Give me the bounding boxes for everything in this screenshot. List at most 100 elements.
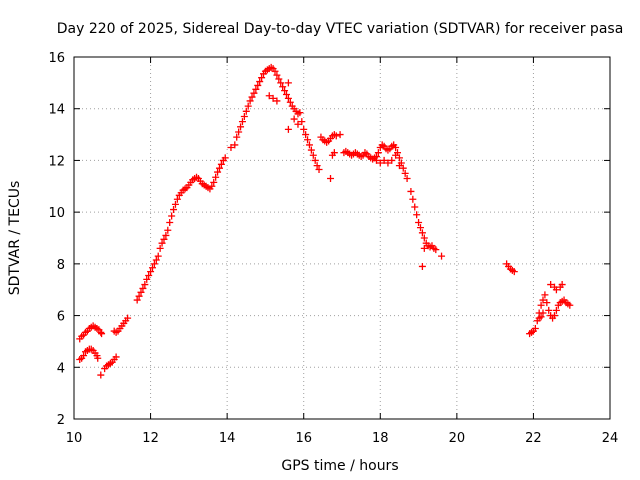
data-point [97,371,105,379]
data-point [415,218,423,226]
data-point [545,306,553,314]
data-point [284,125,292,133]
data-point [152,256,160,264]
data-point [156,244,164,252]
chart-title: Day 220 of 2025, Sidereal Day-to-day VTE… [57,21,624,37]
data-point [250,89,258,97]
data-point [273,97,281,105]
x-tick-label: 22 [525,431,542,446]
data-point [94,354,102,362]
data-point [137,288,145,296]
data-point [558,281,566,289]
data-point [330,149,338,157]
data-point [124,314,132,322]
data-point [215,164,223,172]
data-point [98,330,106,338]
data-point [139,284,147,292]
data-point [547,281,555,289]
data-point [279,83,287,91]
x-tick-label: 24 [602,431,619,446]
data-point [401,169,409,177]
data-point [233,133,241,141]
data-point [164,226,172,234]
data-point [147,268,155,276]
data-point [307,146,315,154]
y-tick-label: 6 [57,310,65,325]
x-tick-label: 14 [219,431,236,446]
data-point [332,132,340,140]
data-point [256,78,264,86]
y-tick-label: 8 [57,258,65,273]
data-point [392,151,400,159]
data-point [217,160,225,168]
plot-area-frame [73,56,611,420]
data-point [286,98,294,106]
data-point [145,271,153,279]
data-point [282,90,290,98]
data-point [208,182,216,190]
data-point [170,206,178,214]
x-tick-label: 12 [142,431,159,446]
data-point [237,123,245,131]
data-point [212,173,220,181]
data-point [277,79,285,87]
data-point [395,162,403,170]
data-point [411,203,419,211]
data-point [150,260,158,268]
data-point [133,296,141,304]
data-point [171,200,179,208]
data-point [214,168,222,176]
data-points [76,63,574,379]
data-point [80,352,88,360]
data-point [566,301,574,309]
data-point [141,281,149,289]
data-point [418,262,426,270]
y-tick-label: 4 [57,361,65,376]
x-tick-label: 18 [372,431,389,446]
data-point [539,296,547,304]
data-point [246,97,254,105]
data-point [413,211,421,219]
data-point [541,291,549,299]
data-point [290,115,298,123]
y-tick-label: 12 [48,154,65,169]
data-point [336,131,344,139]
x-tick-label: 16 [295,431,312,446]
data-point [403,175,411,183]
data-point [158,239,166,247]
data-point [327,175,335,183]
data-point [273,71,281,79]
data-point [539,309,547,317]
y-tick-label: 16 [48,51,65,66]
data-point [380,156,388,164]
data-point [281,87,289,95]
y-tick-label: 2 [57,413,65,428]
x-axis-label: GPS time / hours [281,458,398,474]
data-point [300,125,308,133]
data-point [265,92,273,100]
data-point [298,118,306,126]
data-point [407,187,415,195]
data-point [244,102,252,110]
data-point [112,353,120,361]
data-point [313,162,321,170]
grid [74,57,610,419]
data-point [168,212,176,220]
data-point [240,112,248,120]
data-point [543,299,551,307]
y-tick-label: 14 [48,103,65,118]
data-point [271,67,279,75]
data-point [235,128,243,136]
data-point [143,275,151,283]
data-point [302,131,310,139]
data-point [210,178,218,186]
data-point [305,141,313,149]
data-point [97,328,105,336]
data-point [160,235,168,243]
data-point [154,252,162,260]
data-point [550,312,558,320]
data-point [372,156,380,164]
y-axis-label: SDTVAR / TECUs [7,181,23,296]
x-tick-label: 20 [449,431,466,446]
